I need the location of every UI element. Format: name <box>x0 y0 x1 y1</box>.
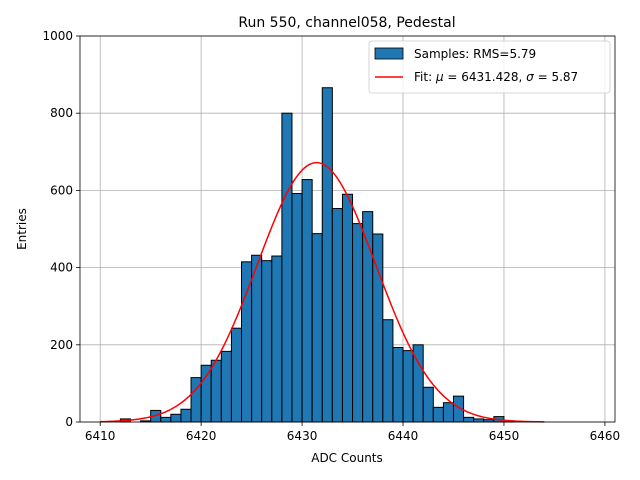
y-tick-label: 800 <box>50 106 73 120</box>
histogram-bar <box>311 233 323 423</box>
x-tick-label: 6420 <box>186 429 217 443</box>
histogram-bar <box>160 416 172 423</box>
y-axis-ticks: 0 200 400 600 800 1000 <box>42 29 80 429</box>
legend-fit-prefix: Fit: <box>414 70 436 84</box>
legend: Samples: RMS=5.79 Fit: μ = 6431.428, σ =… <box>368 40 611 94</box>
histogram-bar <box>352 223 364 423</box>
legend-fit-sigma-value: = 5.87 <box>534 70 578 84</box>
histogram-bar <box>281 112 293 423</box>
histogram-bar <box>402 350 414 423</box>
x-tick-label: 6430 <box>287 429 318 443</box>
x-tick-label: 6410 <box>85 429 116 443</box>
x-axis-label: ADC Counts <box>311 451 383 465</box>
histogram-bar <box>210 359 222 423</box>
histogram-bar <box>180 408 192 423</box>
histogram-bar <box>220 350 232 423</box>
histogram-bar <box>432 406 444 423</box>
histogram-bar <box>241 261 253 423</box>
histogram-bar <box>331 208 343 423</box>
histogram-bar <box>463 416 475 423</box>
histogram-bar <box>422 386 434 423</box>
legend-samples-label: Samples: RMS=5.79 <box>414 47 536 61</box>
histogram-bar <box>392 347 404 423</box>
y-axis-label: Entries <box>15 208 29 250</box>
legend-fit-label: Fit: μ = 6431.428, σ = 5.87 <box>414 70 578 84</box>
x-tick-label: 6450 <box>489 429 520 443</box>
histogram-bar <box>301 179 313 423</box>
legend-fit-mu-value: = 6431.428, <box>444 70 527 84</box>
x-tick-label: 6440 <box>388 429 419 443</box>
histogram-bar <box>200 364 212 423</box>
legend-histogram-swatch <box>374 47 404 60</box>
y-tick-label: 1000 <box>42 29 73 43</box>
plot-frame <box>79 35 616 423</box>
x-tick-label: 6460 <box>590 429 621 443</box>
histogram-bar <box>251 254 263 423</box>
legend-fit-sigma-symbol: σ <box>526 70 534 84</box>
histogram-bar <box>473 418 485 423</box>
y-tick-label: 0 <box>65 415 73 429</box>
legend-fit-mu-symbol: μ <box>435 70 444 84</box>
histogram-bar <box>291 192 303 423</box>
histogram-bars <box>119 87 515 423</box>
histogram-bar <box>170 413 182 423</box>
histogram-bar <box>230 327 243 423</box>
histogram-bar <box>261 260 273 423</box>
histogram-bar <box>442 402 454 423</box>
gaussian-fit-curve <box>100 161 545 423</box>
histogram-bar <box>321 87 333 423</box>
x-axis-ticks: 6410 6420 6430 6440 6450 6460 <box>85 422 620 443</box>
chart-title: Run 550, channel058, Pedestal <box>238 15 455 31</box>
histogram-bar <box>271 255 283 423</box>
histogram-bar <box>382 319 394 423</box>
y-tick-label: 200 <box>50 338 73 352</box>
y-tick-label: 400 <box>50 261 73 275</box>
legend-box <box>368 40 611 94</box>
histogram-bar <box>341 193 354 423</box>
y-tick-label: 600 <box>50 183 73 197</box>
